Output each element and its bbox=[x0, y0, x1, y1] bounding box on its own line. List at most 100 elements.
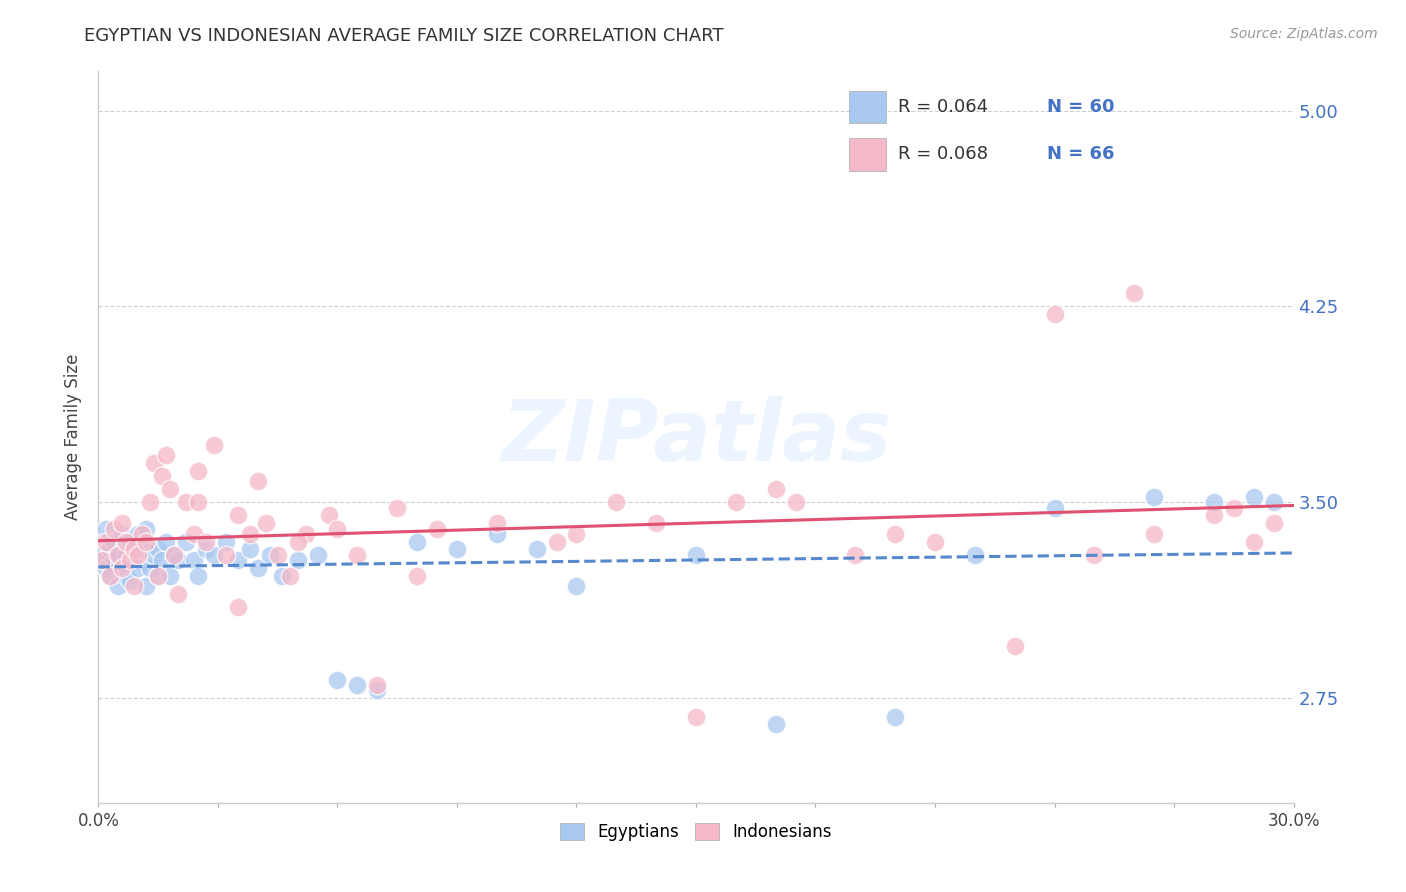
Point bbox=[406, 534, 429, 549]
Point bbox=[195, 542, 218, 557]
Text: N = 60: N = 60 bbox=[1047, 98, 1115, 116]
Point bbox=[278, 568, 301, 582]
Text: R = 0.064: R = 0.064 bbox=[898, 98, 988, 116]
Point bbox=[1043, 500, 1066, 515]
Point bbox=[98, 568, 122, 582]
Point bbox=[135, 522, 157, 536]
Point bbox=[1004, 639, 1026, 653]
Point bbox=[1263, 516, 1285, 531]
Point bbox=[1143, 490, 1166, 504]
Point bbox=[287, 553, 309, 567]
Point bbox=[115, 534, 138, 549]
Point bbox=[1123, 286, 1146, 301]
Point bbox=[183, 553, 205, 567]
Point bbox=[107, 548, 129, 562]
Point bbox=[139, 560, 162, 574]
Text: R = 0.068: R = 0.068 bbox=[898, 145, 988, 163]
Point bbox=[150, 553, 173, 567]
Point bbox=[98, 568, 122, 582]
Point bbox=[1263, 495, 1285, 509]
Point bbox=[246, 560, 269, 574]
Point bbox=[174, 495, 197, 509]
Point bbox=[115, 548, 138, 562]
Point bbox=[131, 542, 153, 557]
Point bbox=[163, 548, 186, 562]
Point bbox=[187, 495, 209, 509]
Point bbox=[526, 542, 548, 557]
Point bbox=[1243, 534, 1265, 549]
Point bbox=[406, 568, 429, 582]
Point bbox=[844, 548, 866, 562]
Point bbox=[307, 548, 329, 562]
Point bbox=[96, 522, 118, 536]
Point bbox=[163, 548, 186, 562]
Point bbox=[267, 548, 290, 562]
Point bbox=[139, 495, 162, 509]
Point bbox=[120, 574, 142, 588]
Point bbox=[246, 475, 269, 489]
Point bbox=[143, 548, 166, 562]
Point bbox=[111, 526, 134, 541]
Point bbox=[1083, 548, 1105, 562]
Point bbox=[103, 534, 125, 549]
Point bbox=[1143, 526, 1166, 541]
Point bbox=[155, 534, 177, 549]
Point bbox=[259, 548, 281, 562]
Point bbox=[155, 449, 177, 463]
Point bbox=[124, 553, 146, 567]
Point bbox=[446, 542, 468, 557]
Point bbox=[565, 526, 588, 541]
Point bbox=[884, 709, 907, 723]
Point bbox=[685, 548, 707, 562]
Point bbox=[1243, 490, 1265, 504]
Point bbox=[187, 568, 209, 582]
Point bbox=[226, 508, 249, 523]
Point bbox=[645, 516, 668, 531]
Point bbox=[135, 534, 157, 549]
Point bbox=[346, 548, 368, 562]
Point bbox=[366, 678, 388, 692]
Point bbox=[202, 548, 225, 562]
Bar bbox=[849, 137, 886, 170]
Point bbox=[546, 534, 568, 549]
Text: Source: ZipAtlas.com: Source: ZipAtlas.com bbox=[1230, 27, 1378, 41]
Point bbox=[366, 683, 388, 698]
Point bbox=[127, 560, 149, 574]
Point bbox=[148, 542, 170, 557]
Point bbox=[96, 560, 118, 574]
Point bbox=[96, 534, 118, 549]
Point bbox=[124, 579, 146, 593]
Text: EGYPTIAN VS INDONESIAN AVERAGE FAMILY SIZE CORRELATION CHART: EGYPTIAN VS INDONESIAN AVERAGE FAMILY SI… bbox=[84, 27, 724, 45]
Point bbox=[318, 508, 340, 523]
Point bbox=[148, 568, 170, 582]
Point bbox=[127, 548, 149, 562]
Point bbox=[107, 548, 129, 562]
Point bbox=[150, 469, 173, 483]
Point bbox=[183, 526, 205, 541]
Point bbox=[187, 464, 209, 478]
Point bbox=[215, 548, 238, 562]
Point bbox=[765, 483, 787, 497]
Text: N = 66: N = 66 bbox=[1047, 145, 1115, 163]
Point bbox=[565, 579, 588, 593]
Point bbox=[326, 673, 349, 687]
Point bbox=[226, 599, 249, 614]
Point bbox=[103, 522, 125, 536]
Point bbox=[135, 579, 157, 593]
Point bbox=[111, 560, 134, 574]
Point bbox=[326, 522, 349, 536]
Point bbox=[159, 568, 181, 582]
Point bbox=[485, 526, 508, 541]
Point bbox=[127, 526, 149, 541]
Point bbox=[91, 548, 114, 562]
Point bbox=[111, 516, 134, 531]
Point bbox=[724, 495, 747, 509]
Point bbox=[239, 526, 262, 541]
Point bbox=[195, 534, 218, 549]
Point bbox=[685, 709, 707, 723]
Point bbox=[270, 568, 292, 582]
Point bbox=[287, 534, 309, 549]
Y-axis label: Average Family Size: Average Family Size bbox=[65, 354, 83, 520]
Point bbox=[131, 526, 153, 541]
Point bbox=[1202, 495, 1225, 509]
